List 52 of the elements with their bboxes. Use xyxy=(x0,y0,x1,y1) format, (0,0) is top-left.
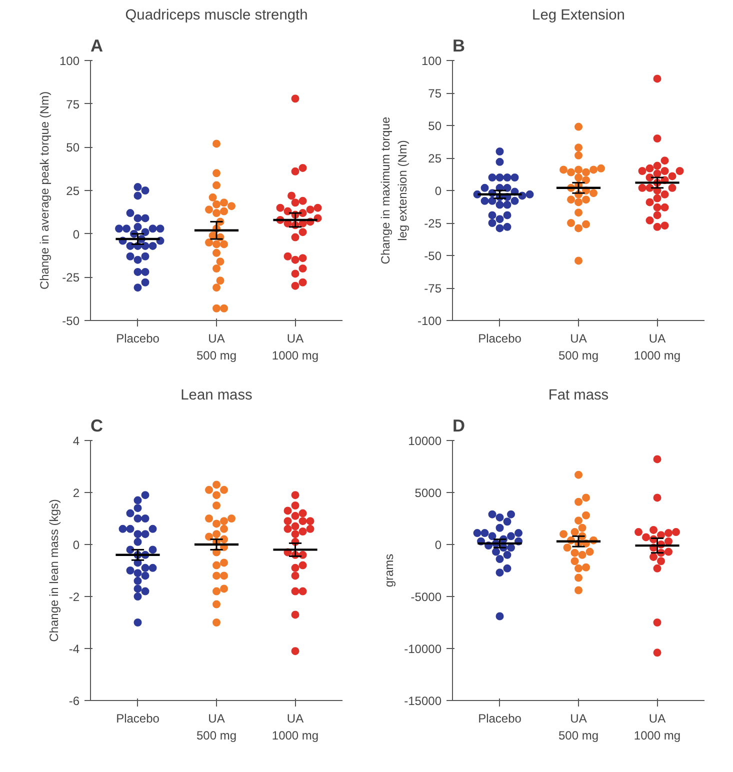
x-tick-label: UA 1000 mg xyxy=(272,332,319,362)
y-tick-label: 5000 xyxy=(414,486,442,500)
y-tick-label: 75 xyxy=(428,86,442,100)
chart-title: Quadriceps muscle strength xyxy=(125,8,308,24)
y-tick-label: -50 xyxy=(424,249,442,263)
x-tick-label: UA 1000 mg xyxy=(272,712,319,742)
x-tick-label: UA 500 mg xyxy=(558,332,599,362)
y-tick-label: 50 xyxy=(428,119,442,133)
text: A xyxy=(90,36,104,56)
chart-title: Leg Extension xyxy=(532,8,625,24)
x-tick-label: UA 1000 mg xyxy=(634,332,681,362)
y-tick-label: 0 xyxy=(72,538,80,552)
x-tick-label: Placebo xyxy=(478,712,522,726)
y-tick-label: 25 xyxy=(428,152,442,166)
y-tick-label: 100 xyxy=(421,54,442,68)
chart-title: Fat mass xyxy=(548,388,609,404)
y-tick-label: 2 xyxy=(72,486,80,500)
y-tick-label: 4 xyxy=(72,434,80,448)
y-tick-label: 0 xyxy=(72,227,80,242)
y-axis-title: Change in average peak torque (Nm) xyxy=(37,91,52,290)
x-tick-label: Placebo xyxy=(116,712,160,726)
y-tick-label: 0 xyxy=(434,538,442,552)
text: D xyxy=(452,416,466,436)
y-tick-label: -25 xyxy=(62,270,80,285)
y-tick-label: -10000 xyxy=(404,642,442,656)
y-tick-label: -6 xyxy=(68,694,80,708)
y-tick-label: -50 xyxy=(62,314,80,328)
x-tick-label: Placebo xyxy=(116,332,160,346)
y-tick-label: -15000 xyxy=(404,694,442,708)
y-tick-label: 50 xyxy=(66,140,80,155)
y-axis-title: Change in lean mass (kgs) xyxy=(46,499,61,642)
x-tick-label: UA 500 mg xyxy=(558,712,599,742)
y-tick-label: 75 xyxy=(66,97,80,112)
y-tick-label: 0 xyxy=(434,184,442,198)
y-tick-label: -75 xyxy=(424,282,442,296)
chart-title: Lean mass xyxy=(180,388,252,404)
x-tick-label: UA 500 mg xyxy=(196,332,237,362)
y-tick-label: -25 xyxy=(424,216,442,230)
y-tick-label: 100 xyxy=(59,54,80,68)
y-tick-label: 25 xyxy=(66,184,80,198)
x-tick-label: UA 1000 mg xyxy=(634,712,681,742)
y-tick-label: -2 xyxy=(68,590,80,604)
y-tick-label: 10000 xyxy=(408,434,442,448)
y-tick-label: -100 xyxy=(417,314,442,328)
y-tick-label: -5000 xyxy=(410,590,442,604)
x-tick-label: UA 500 mg xyxy=(196,712,237,742)
text: B xyxy=(452,36,466,56)
y-axis-title: grams xyxy=(382,554,396,588)
y-tick-label: -4 xyxy=(68,642,80,656)
y-axis-title: Change in maximum torque leg extension (Nm) xyxy=(378,116,410,264)
text: C xyxy=(90,416,104,436)
x-tick-label: Placebo xyxy=(478,332,522,346)
